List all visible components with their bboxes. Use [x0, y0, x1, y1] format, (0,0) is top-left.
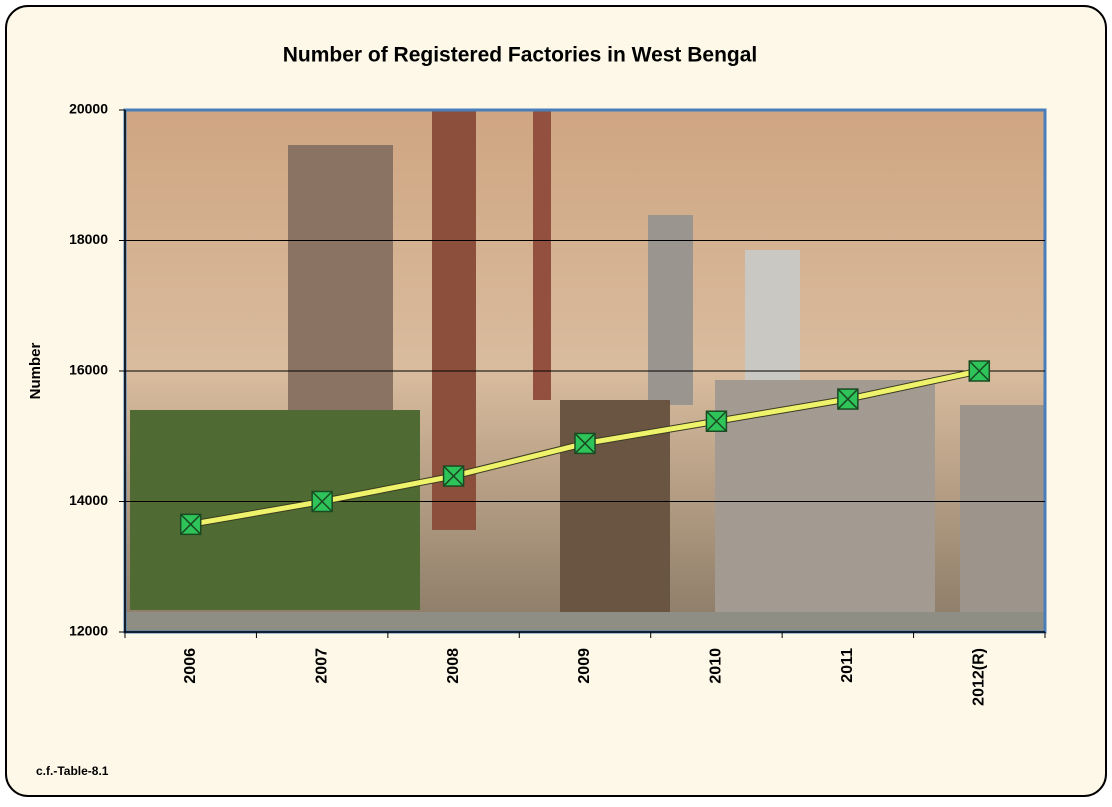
marker-cross	[180, 513, 202, 535]
x-tick-label: 2010	[708, 648, 725, 684]
x-tick-label: 2009	[576, 648, 593, 684]
marker-cross	[574, 432, 596, 454]
y-tick-label: 16000	[69, 362, 108, 378]
marker-cross	[443, 465, 465, 487]
marker-cross	[968, 360, 990, 382]
y-axis-label: Number	[27, 343, 44, 400]
x-tick-label: 2006	[182, 648, 199, 684]
marker	[837, 388, 859, 410]
y-tick-label: 20000	[69, 101, 108, 117]
marker	[968, 360, 991, 382]
marker-cross	[705, 410, 727, 432]
y-tick-label: 14000	[69, 492, 108, 508]
marker	[179, 513, 202, 536]
y-tick-label: 12000	[69, 623, 108, 639]
marker	[574, 432, 596, 455]
marker-cross	[837, 388, 859, 410]
chart-title: Number of Registered Factories in West B…	[283, 44, 758, 67]
marker	[705, 410, 728, 432]
marker	[311, 490, 333, 513]
marker-cross	[311, 490, 333, 513]
footnote: c.f.-Table-8.1	[36, 764, 109, 778]
x-tick-label: 2007	[313, 648, 330, 684]
x-tick-label: 2012(R)	[971, 648, 988, 706]
marker	[442, 465, 465, 487]
y-tick-label: 18000	[69, 231, 108, 247]
x-tick-label: 2008	[445, 648, 462, 684]
x-tick-label: 2011	[839, 648, 856, 683]
